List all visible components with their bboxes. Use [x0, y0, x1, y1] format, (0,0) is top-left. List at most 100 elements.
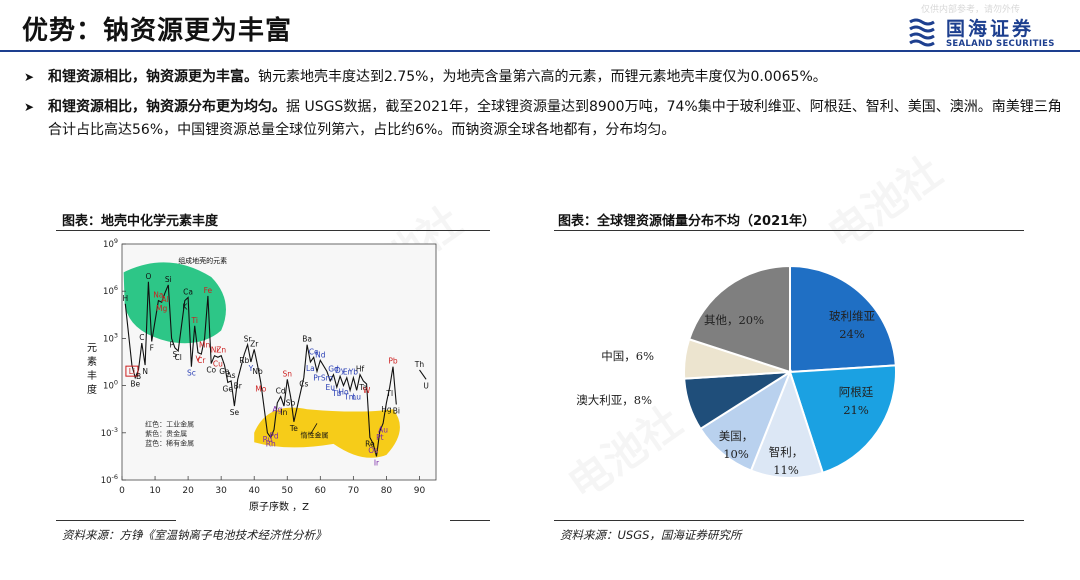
pie-label-name: 美国，: [719, 429, 754, 443]
element-label-zn: Zn: [216, 346, 226, 355]
element-label-tl: Tl: [385, 389, 393, 398]
x-tick-label: 10: [149, 486, 161, 496]
element-label-o: O: [145, 272, 151, 281]
element-label-sc: Sc: [187, 369, 196, 378]
bullet-item: ➤ 和锂资源相比，钠资源更为丰富。钠元素地壳丰度达到2.75%，为地壳含量第六高的…: [24, 66, 1064, 89]
pie-slice-1: [788, 364, 897, 475]
pie-label-name: 中国，6%: [601, 349, 654, 363]
element-label-sb: Sb: [286, 399, 296, 408]
sealand-logo-icon: [909, 18, 935, 47]
abundance-line: [124, 281, 427, 457]
element-label-dy: Dy: [335, 366, 346, 375]
element-label-si: Si: [165, 275, 172, 284]
element-label-ag: Ag: [272, 405, 282, 414]
left-source-rule-right: [450, 520, 490, 521]
y-tick-label: 10-6: [101, 473, 118, 486]
y-tick-label: 103: [103, 331, 118, 344]
element-label-nb: Nb: [252, 367, 263, 376]
element-label-ta: Ta: [358, 383, 367, 392]
element-label-ru: Ru: [263, 435, 273, 444]
element-label-pt: Pt: [376, 433, 384, 442]
element-label-cr: Cr: [197, 356, 206, 365]
element-label-sm: Sm: [321, 373, 333, 382]
pie-slice-6: [687, 264, 791, 374]
bullet-bold-lead: 和锂资源相比，钠资源更为丰富。: [48, 69, 258, 85]
x-tick-label: 30: [215, 486, 227, 496]
noble-arrow-icon: [310, 423, 318, 435]
pie-slice-0: [789, 264, 897, 374]
y-tick-label: 109: [103, 237, 118, 250]
bullet-text: 据 USGS数据，截至2021年，全球锂资源量达到8900万吨，74%集中于玻利…: [48, 99, 1062, 138]
pie-label-value: 11%: [773, 463, 799, 477]
element-label-u: U: [423, 381, 429, 390]
element-label-cl: Cl: [175, 353, 182, 362]
element-label-na: Na: [153, 291, 163, 300]
x-tick-label: 70: [348, 486, 360, 496]
element-abundance-chart: 0 10 20 30 40 50 60 70 80 90 109 106 103 100 10-3 10-6 原…: [87, 237, 437, 513]
element-label-hg: Hg: [381, 405, 392, 414]
confidential-note: 仅供内部参考，请勿外传: [920, 5, 1020, 15]
rock-forming-annotation: 组成地壳的元素: [178, 256, 227, 265]
legend-industrial: 红色：工业金属: [145, 420, 194, 429]
element-label-gd: Gd: [328, 365, 339, 374]
logo-chinese-name: 国海证券: [946, 18, 1035, 40]
element-label-al: Al: [161, 295, 168, 304]
element-label-cs: Cs: [299, 380, 308, 389]
element-label-tb: Tb: [331, 389, 342, 398]
element-label-ni: Ni: [211, 346, 219, 355]
bullet-list: ➤ 和锂资源相比，钠资源更为丰富。钠元素地壳丰度达到2.75%，为地壳含量第六高的…: [24, 66, 1064, 149]
element-label-c: C: [139, 333, 144, 342]
company-logo: 国海证券 SEALAND SECURITIES: [906, 14, 1066, 54]
element-label-th: Th: [414, 360, 425, 369]
element-label-li: Li: [129, 367, 135, 376]
left-chart-title: 图表：地壳中化学元素丰度: [62, 214, 219, 229]
element-label-br: Br: [234, 381, 243, 390]
element-label-yb: Yb: [348, 368, 359, 377]
legend-rare: 蓝色：稀有金属: [145, 438, 194, 447]
x-tick-label: 40: [248, 486, 260, 496]
element-label-mo: Mo: [255, 384, 266, 393]
right-chart-title: 图表：全球锂资源储量分布不均（2021年）: [558, 214, 816, 229]
noble-metal-region: [254, 407, 400, 458]
element-label-h: H: [122, 294, 128, 303]
header-divider: [0, 50, 1080, 52]
element-label-f: F: [150, 344, 154, 353]
pie-label-value: 24%: [839, 327, 865, 341]
element-label-te: Te: [289, 424, 298, 433]
element-label-k: K: [182, 303, 188, 312]
element-label-ho: Ho: [338, 388, 349, 397]
element-label-pd: Pd: [269, 432, 279, 441]
arrow-bullet-icon: ➤: [24, 70, 35, 84]
element-label-se: Se: [230, 408, 240, 417]
element-label-zr: Zr: [250, 339, 259, 348]
element-label-bi: Bi: [393, 406, 400, 415]
element-label-ti: Ti: [190, 316, 197, 325]
pie-label-value: 10%: [723, 447, 749, 461]
element-label-in: In: [280, 408, 287, 417]
element-label-mg: Mg: [156, 304, 167, 313]
element-label-os: Os: [368, 446, 378, 455]
element-label-sr: Sr: [244, 335, 253, 344]
y-axis-label: 元素丰度: [87, 343, 97, 396]
lithium-highlight-box: [125, 365, 139, 377]
element-label-la: La: [306, 364, 315, 373]
bullet-text: 钠元素地壳丰度达到2.75%，为地壳含量第六高的元素，而锂元素地壳丰度仅为0.0…: [258, 69, 827, 85]
pie-label-name: 阿根廷: [839, 385, 874, 399]
element-label-pr: Pr: [313, 373, 321, 382]
pie-label-value: 21%: [843, 403, 869, 417]
right-source-rule: [554, 520, 1024, 521]
element-label-cd: Cd: [276, 387, 286, 396]
pie-label-name: 澳大利亚，8%: [576, 393, 652, 407]
left-source-rule-left: [56, 520, 176, 521]
element-label-co: Co: [206, 366, 216, 375]
element-label-rb: Rb: [239, 356, 249, 365]
x-tick-label: 0: [119, 486, 125, 496]
pie-label-name: 其他，20%: [704, 313, 764, 327]
element-label-fe: Fe: [204, 286, 213, 295]
lithium-reserve-pie-chart: 玻利维亚 24% 阿根廷 21% 智利， 11% 美国， 10% 澳大利亚，8% 中国，6% 其他，…: [576, 264, 897, 479]
element-label-v: V: [195, 355, 201, 364]
element-label-y: Y: [248, 364, 254, 373]
x-tick-label: 90: [414, 486, 426, 496]
arrow-bullet-icon: ➤: [24, 100, 35, 114]
page-title: 优势：钠资源更为丰富: [22, 16, 293, 46]
